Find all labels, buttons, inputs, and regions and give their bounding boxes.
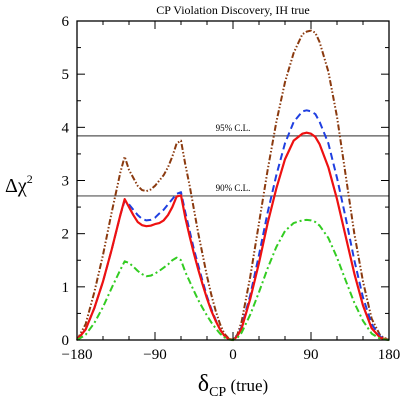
chart-title: CP Violation Discovery, IH true xyxy=(156,3,309,17)
x-tick-label: −90 xyxy=(143,347,166,363)
x-tick-label: −180 xyxy=(62,347,93,363)
x-axis-label-main: δ xyxy=(198,371,209,397)
x-ticks: −180 −90 0 90 180 xyxy=(62,21,401,363)
y-tick-label: 0 xyxy=(62,333,70,349)
y-axis-label-main: Δχ xyxy=(5,175,27,197)
y-axis-label: Δχ2 xyxy=(5,172,33,197)
y-tick-label: 3 xyxy=(62,174,70,190)
x-axis-label-rest: (true) xyxy=(226,376,268,395)
x-tick-label: 180 xyxy=(378,347,401,363)
reference-lines: 95% C.L. 90% C.L. xyxy=(77,123,389,197)
x-axis-label-sub: CP xyxy=(209,385,226,400)
plot-frame xyxy=(76,20,390,341)
y-tick-label: 1 xyxy=(62,280,70,296)
y-axis-label-sup: 2 xyxy=(27,172,33,186)
y-tick-label: 6 xyxy=(62,14,70,30)
y-tick-label: 2 xyxy=(62,227,70,243)
reference-line-label-1: 90% C.L. xyxy=(216,183,251,193)
series-line-2 xyxy=(76,131,390,342)
y-tick-label: 5 xyxy=(62,67,70,83)
x-tick-label: 0 xyxy=(229,347,237,363)
series-line-0 xyxy=(76,29,390,341)
y-tick-label: 4 xyxy=(62,120,70,136)
x-tick-label: 90 xyxy=(304,347,319,363)
series-group xyxy=(76,29,390,342)
reference-line-label-0: 95% C.L. xyxy=(216,123,251,133)
series-line-3 xyxy=(76,218,390,341)
x-axis-label: δCP (true) xyxy=(198,371,268,400)
y-ticks: 0 1 2 3 4 5 6 xyxy=(62,14,389,349)
